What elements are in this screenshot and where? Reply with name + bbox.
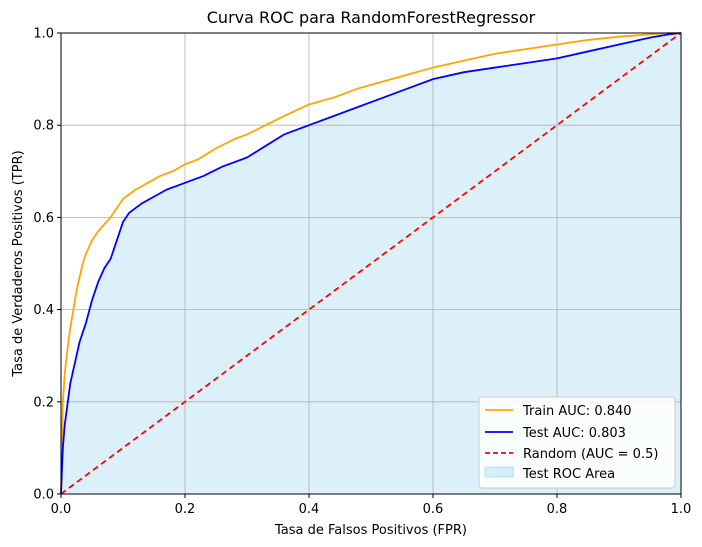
series-layer (60, 32, 682, 495)
x-tick-label: 1.0 (671, 502, 692, 517)
legend-label-area: Test ROC Area (522, 467, 615, 482)
y-tick-label: 0.6 (33, 211, 54, 226)
legend-box (478, 396, 676, 489)
x-tick-label: 0.0 (51, 502, 72, 517)
x-tick-label: 0.2 (175, 502, 196, 517)
legend: Train AUC: 0.840 Test AUC: 0.803 Random … (478, 396, 676, 489)
chart-title: Curva ROC para RandomForestRegressor (207, 8, 536, 27)
series-line-train (60, 32, 681, 495)
x-tick-label: 0.6 (423, 502, 444, 517)
legend-label-train: Train AUC: 0.840 (522, 404, 632, 419)
y-tick-label: 0.4 (33, 303, 54, 318)
y-axis-label: Tasa de Verdaderos Positivos (TPR) (11, 150, 26, 377)
plot-area (60, 32, 682, 495)
plot-frame (60, 32, 682, 495)
y-tick-label: 0.8 (33, 119, 54, 134)
x-axis-ticks: 0.0 0.2 0.4 0.6 0.8 1.0 (51, 494, 692, 517)
x-axis-label: Tasa de Falsos Positivos (FPR) (274, 523, 467, 538)
series-line-random (60, 32, 682, 495)
legend-swatch-area (484, 466, 514, 478)
series-line-test (60, 32, 682, 495)
legend-label-random: Random (AUC = 0.5) (523, 447, 658, 462)
x-tick-label: 0.4 (299, 502, 320, 517)
x-tick-label: 0.8 (547, 502, 568, 517)
y-tick-label: 0.2 (33, 395, 54, 410)
legend-label-test: Test AUC: 0.803 (522, 426, 626, 441)
y-tick-label: 1.0 (33, 27, 54, 42)
y-tick-label: 0.0 (33, 488, 54, 503)
y-axis-ticks: 0.0 0.2 0.4 0.6 0.8 1.0 (33, 27, 61, 503)
